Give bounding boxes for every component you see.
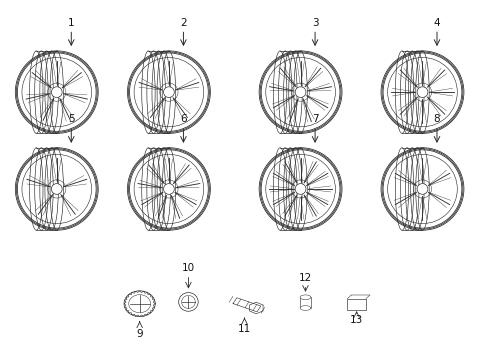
Ellipse shape — [163, 184, 174, 194]
Text: 3: 3 — [311, 18, 318, 28]
Text: 10: 10 — [182, 263, 195, 273]
Text: 5: 5 — [68, 114, 75, 125]
Ellipse shape — [416, 87, 427, 98]
Ellipse shape — [51, 87, 62, 98]
Ellipse shape — [178, 293, 198, 311]
Ellipse shape — [124, 291, 155, 317]
Polygon shape — [249, 302, 263, 314]
Text: 4: 4 — [433, 18, 439, 28]
Bar — [346, 299, 365, 310]
Ellipse shape — [295, 184, 305, 194]
Text: 7: 7 — [311, 114, 318, 125]
Text: 9: 9 — [136, 329, 142, 339]
Text: 11: 11 — [237, 324, 251, 334]
Text: 1: 1 — [68, 18, 75, 28]
Polygon shape — [233, 298, 260, 312]
Ellipse shape — [295, 87, 305, 98]
Ellipse shape — [300, 295, 310, 300]
Ellipse shape — [51, 184, 62, 194]
Ellipse shape — [163, 87, 174, 98]
Text: 6: 6 — [180, 114, 186, 125]
Text: 12: 12 — [298, 273, 311, 283]
Ellipse shape — [300, 306, 310, 310]
Text: 2: 2 — [180, 18, 186, 28]
Ellipse shape — [416, 184, 427, 194]
Text: 8: 8 — [433, 114, 439, 125]
Bar — [300, 297, 310, 308]
Text: 13: 13 — [349, 315, 363, 325]
